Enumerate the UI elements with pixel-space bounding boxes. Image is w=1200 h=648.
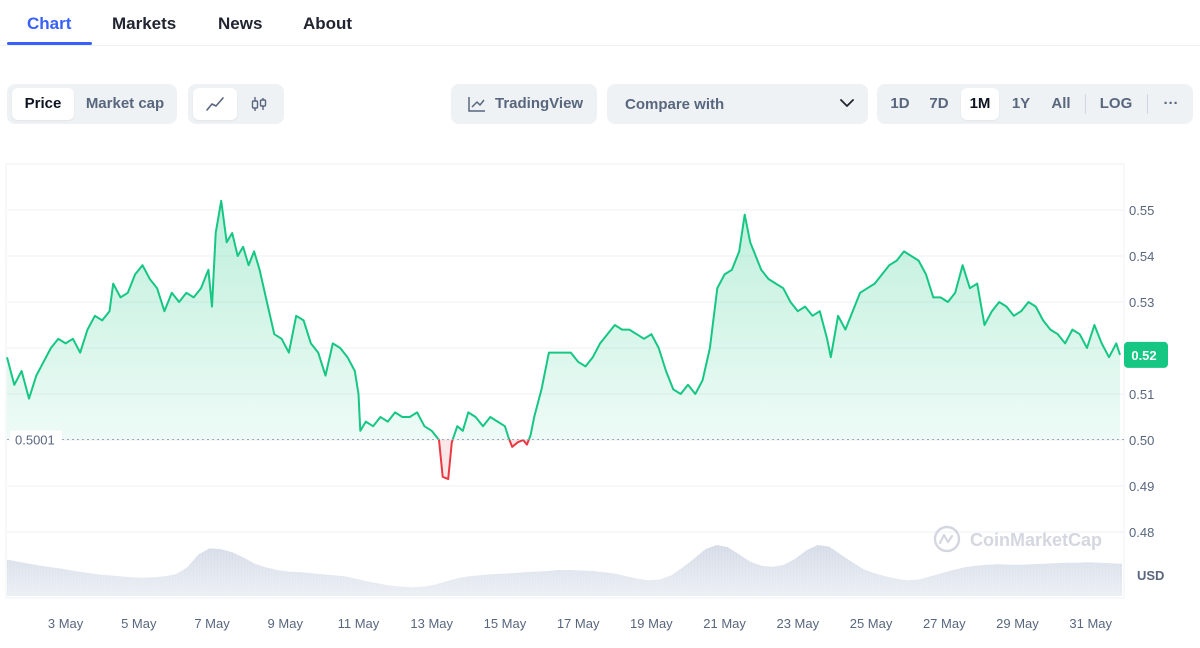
compare-with-dropdown[interactable]: Compare with (607, 84, 868, 124)
tab-chart[interactable]: Chart (27, 14, 72, 33)
x-tick-label: 21 May (703, 616, 746, 631)
tradingview-button[interactable]: TradingView (451, 84, 597, 124)
x-tick-label: 13 May (410, 616, 453, 631)
tradingview-chart-icon (468, 97, 485, 112)
tradingview-label: TradingView (495, 95, 584, 112)
price-chart-container: CoinMarketCap 0.5001 0.550.540.530.520.5… (0, 150, 1200, 648)
current-price-label: 0.52 (1131, 348, 1156, 363)
x-tick-label: 27 May (923, 616, 966, 631)
y-tick-label: 0.48 (1129, 525, 1154, 540)
x-tick-label: 11 May (338, 616, 380, 631)
price-area-fill (7, 200, 1120, 440)
candlestick-button[interactable] (238, 88, 280, 120)
x-tick-label: 9 May (268, 616, 304, 631)
price-chart[interactable]: CoinMarketCap 0.5001 0.550.540.530.520.5… (0, 150, 1200, 648)
chevron-down-icon (840, 99, 854, 107)
x-tick-label: 3 May (48, 616, 84, 631)
x-tick-label: 25 May (850, 616, 893, 631)
more-options-button[interactable]: ··· (1163, 95, 1179, 112)
line-chart-button[interactable] (193, 88, 237, 120)
y-tick-label: 0.49 (1129, 479, 1154, 494)
volume-area (7, 545, 1122, 596)
time-range-selector: 1D 7D 1M 1Y All LOG ··· (877, 84, 1193, 124)
range-7d-button[interactable]: 7D (929, 95, 949, 112)
compare-with-label: Compare with (625, 96, 725, 113)
range-1y-button[interactable]: 1Y (1011, 95, 1031, 112)
metric-toggle: Price Market cap (7, 84, 177, 124)
candlestick-icon (251, 97, 267, 111)
chart-type-toggle (188, 84, 284, 124)
range-1m-button[interactable]: 1M (961, 88, 999, 120)
baseline-label-bg (10, 430, 62, 449)
tab-news[interactable]: News (218, 14, 263, 33)
more-divider (1147, 94, 1148, 114)
range-1d-button[interactable]: 1D (890, 95, 910, 112)
baseline-label: 0.5001 (15, 433, 55, 448)
x-axis: 3 May 5 May 7 May 9 May 11 May 13 May 15 May 17… (48, 616, 1113, 631)
tab-markets[interactable]: Markets (112, 14, 177, 33)
volume-bars (7, 536, 1122, 596)
coinmarketcap-watermark: CoinMarketCap (933, 525, 1102, 553)
y-tick-label: 0.54 (1129, 249, 1154, 264)
y-tick-label: 0.53 (1129, 295, 1154, 310)
x-tick-label: 23 May (776, 616, 819, 631)
price-line (6, 199, 1121, 440)
x-tick-label: 7 May (194, 616, 230, 631)
log-scale-button[interactable]: LOG (1099, 95, 1133, 112)
y-tick-label: 0.50 (1129, 433, 1154, 448)
watermark-text: CoinMarketCap (970, 530, 1102, 550)
tab-about[interactable]: About (303, 14, 353, 33)
range-divider (1085, 94, 1086, 114)
y-tick-label: 0.51 (1129, 387, 1154, 402)
active-tab-indicator (7, 42, 92, 45)
price-area (6, 199, 1121, 481)
y-tick-label: 0.55 (1129, 203, 1154, 218)
plot-border (5, 163, 1125, 599)
x-tick-label: 29 May (996, 616, 1039, 631)
market-cap-toggle-button[interactable]: Market cap (85, 95, 165, 112)
x-tick-label: 15 May (484, 616, 527, 631)
range-all-button[interactable]: All (1051, 95, 1071, 112)
x-tick-label: 5 May (121, 616, 157, 631)
x-tick-label: 19 May (630, 616, 673, 631)
x-tick-label: 31 May (1069, 616, 1112, 631)
line-chart-icon (206, 97, 224, 111)
x-tick-label: 17 May (557, 616, 600, 631)
price-toggle-button[interactable]: Price (12, 88, 74, 120)
currency-label: USD (1137, 568, 1164, 583)
chart-tabs: Chart Markets News About (0, 0, 1200, 46)
y-axis: 0.55 0.54 0.53 0.52 0.51 0.50 0.49 0.48 (1129, 203, 1154, 540)
current-price-badge: 0.52 (1124, 341, 1168, 368)
